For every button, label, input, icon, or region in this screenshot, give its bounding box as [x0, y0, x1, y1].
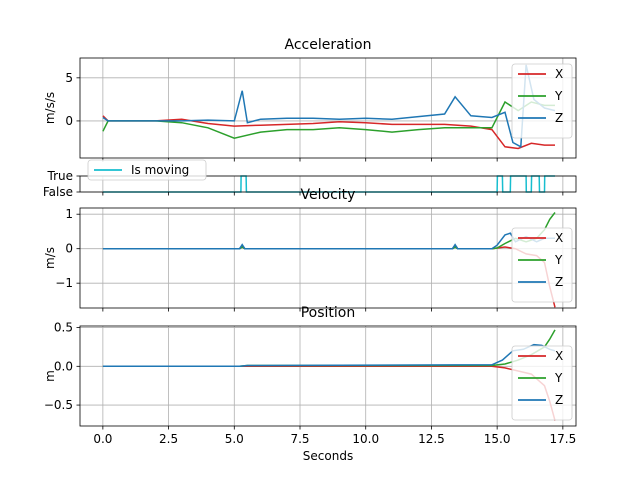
y-axis-label: m/s	[43, 247, 57, 269]
x-tick-label: 15.0	[484, 432, 511, 446]
legend: XYZ	[511, 63, 573, 139]
legend-box	[511, 227, 573, 303]
axes-frame	[79, 207, 577, 309]
y-tick-label: −0.5	[44, 398, 73, 412]
legend: XYZ	[511, 227, 573, 303]
panel-3: 0.0 2.5 5.0 7.5 10.0 12.5 15.0 17.5 0.5 0.0 −0.5 Po…	[43, 305, 577, 463]
y-tick-label: 0.0	[54, 359, 73, 373]
axes-frame	[79, 57, 577, 159]
chart-title: Acceleration	[285, 37, 372, 53]
legend-label-z: Z	[555, 275, 563, 289]
axes-frame	[79, 325, 577, 427]
chart-title: Position	[301, 305, 356, 321]
panel-2: 1 0 −1 Velocity m/s XYZ	[43, 187, 577, 312]
legend-label-y: Y	[554, 253, 563, 267]
x-tick-label: 17.5	[549, 432, 576, 446]
x-axis-label: Seconds	[303, 449, 353, 463]
legend-label-z: Z	[555, 393, 563, 407]
legend-box	[511, 63, 573, 139]
legend-label-x: X	[555, 349, 563, 363]
series-x-line	[102, 115, 555, 150]
x-tick-label: 10.0	[352, 432, 379, 446]
panel-1: True False Is moving	[43, 159, 577, 199]
legend-box	[87, 159, 207, 181]
chart-title: Velocity	[301, 187, 356, 203]
legend-label-x: X	[555, 231, 563, 245]
y-tick-label: 5	[65, 71, 73, 85]
panel-0: 5 0 Acceleration m/s/s XYZ	[43, 37, 577, 162]
legend-box	[511, 345, 573, 421]
y-tick-label: True	[47, 169, 74, 183]
legend: XYZ	[511, 345, 573, 421]
legend-label-z: Z	[555, 111, 563, 125]
y-tick-label: 0	[65, 242, 73, 256]
y-axis-label: m/s/s	[43, 92, 57, 124]
legend-label-y: Y	[554, 89, 563, 103]
x-tick-label: 12.5	[418, 432, 445, 446]
y-tick-label: 0.5	[54, 321, 73, 335]
legend-label-y: Y	[554, 371, 563, 385]
y-tick-label: 0	[65, 114, 73, 128]
series-z-line	[102, 64, 556, 149]
y-tick-label: False	[43, 185, 73, 199]
x-tick-label: 5.0	[225, 432, 244, 446]
legend-label-moving: Is moving	[131, 163, 189, 177]
x-tick-label: 0.0	[93, 432, 112, 446]
y-tick-label: 1	[65, 207, 73, 221]
legend: Is moving	[87, 159, 207, 181]
x-tick-label: 2.5	[159, 432, 178, 446]
legend-label-x: X	[555, 67, 563, 81]
y-tick-label: −1	[55, 276, 73, 290]
axes-frame	[79, 175, 577, 193]
y-axis-label: m	[43, 370, 57, 382]
series-moving-line	[102, 175, 555, 193]
x-tick-label: 7.5	[290, 432, 309, 446]
